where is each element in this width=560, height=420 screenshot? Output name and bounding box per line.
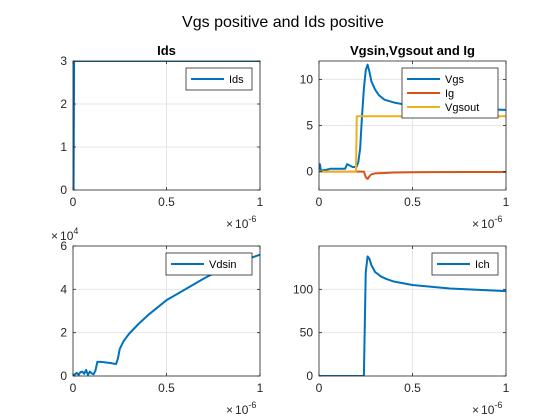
x-exponent-base: 10 — [235, 217, 249, 231]
y-exponent-base: 10 — [60, 229, 74, 243]
y-tick-label: 0 — [60, 183, 67, 197]
series-line-ich — [319, 255, 506, 376]
y-tick-label: 5 — [306, 119, 313, 133]
legend-label: Vgsout — [445, 102, 479, 114]
y-tick-label: 0 — [306, 165, 313, 179]
legend-label: Ids — [229, 74, 244, 86]
legend: Vdsin — [165, 252, 253, 276]
x-tick-label: 0.5 — [404, 381, 421, 395]
series-line-vdsin — [73, 253, 260, 376]
x-exponent-power: -6 — [494, 214, 502, 224]
legend-label: Vgs — [445, 74, 464, 86]
y-tick-label: 3 — [60, 54, 67, 68]
x-exponent-label: × 10-6 — [472, 400, 502, 417]
y-tick-label: 100 — [293, 282, 313, 296]
x-exponent-power: -6 — [494, 400, 502, 410]
series-line-ig — [319, 170, 506, 180]
series-group — [73, 61, 260, 190]
series-group — [319, 255, 506, 376]
x-exponent-base: 10 — [235, 403, 249, 417]
x-exponent-label: × 10-6 — [226, 214, 256, 231]
x-tick-label: 0 — [316, 381, 323, 395]
y-tick-label: 0 — [60, 369, 67, 383]
y-tick-label: 2 — [60, 97, 67, 111]
legend: Ich — [431, 252, 499, 276]
legend-label: Vdsin — [209, 259, 237, 271]
x-tick-label: 0 — [70, 195, 77, 209]
x-tick-label: 0.5 — [158, 195, 175, 209]
y-tick-label: 2 — [60, 326, 67, 340]
y-tick-label: 6 — [60, 239, 67, 253]
x-tick-label: 0.5 — [158, 381, 175, 395]
y-tick-label: 50 — [300, 326, 314, 340]
series-line-ids — [73, 61, 260, 190]
y-exponent-label: × 104 — [51, 226, 78, 243]
legend-box — [165, 252, 253, 276]
y-tick-label: 10 — [300, 72, 314, 86]
y-tick-label: 4 — [60, 282, 67, 296]
x-exponent-power: -6 — [248, 400, 256, 410]
x-exponent-label: × 10-6 — [472, 214, 502, 231]
x-tick-label: 0 — [70, 381, 77, 395]
legend-label: Ich — [475, 259, 490, 271]
subplot-title: Vgsin,Vgsout and Ig — [350, 43, 475, 58]
x-exponent-base: 10 — [481, 217, 495, 231]
x-tick-label: 0.5 — [404, 195, 421, 209]
x-exponent-base: 10 — [481, 403, 495, 417]
x-tick-label: 1 — [257, 381, 264, 395]
y-tick-label: 1 — [60, 140, 67, 154]
series-group — [73, 253, 260, 376]
y-exponent-power: 4 — [73, 226, 78, 236]
legend-label: Ig — [445, 88, 454, 100]
y-tick-label: 0 — [306, 369, 313, 383]
x-exponent-power: -6 — [248, 214, 256, 224]
x-tick-label: 1 — [503, 381, 510, 395]
x-exponent-label: × 10-6 — [226, 400, 256, 417]
x-tick-label: 1 — [257, 195, 264, 209]
x-tick-label: 0 — [316, 195, 323, 209]
figure-title: Vgs positive and Ids positive — [182, 14, 384, 31]
legend: Ids — [185, 67, 253, 91]
legend: Vgs Ig Vgsout — [401, 67, 499, 119]
x-tick-label: 1 — [503, 195, 510, 209]
subplot-title: Ids — [157, 43, 176, 58]
